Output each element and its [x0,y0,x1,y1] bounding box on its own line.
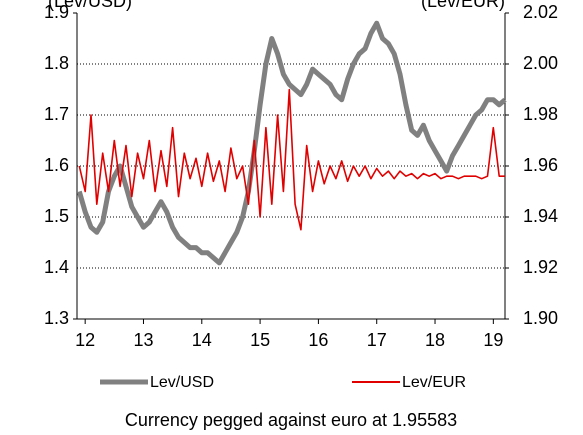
x-tick-label: 17 [367,330,387,350]
y-tick-label: 1.4 [44,257,69,277]
legend-label: Lev/USD [150,374,214,391]
y-tick-label: 1.9 [44,2,69,22]
y2-tick-label: 2.00 [523,53,558,73]
y-tick-label: 1.6 [44,155,69,175]
x-tick-label: 19 [483,330,503,350]
series-line [76,20,507,266]
y-axis-label: (Lev/USD) [48,0,132,11]
y-tick-label: 1.8 [44,53,69,73]
x-tick-label: 16 [308,330,328,350]
y2-tick-label: 1.90 [523,308,558,328]
series-line [78,88,505,231]
y-tick-label: 1.3 [44,308,69,328]
x-tick-label: 12 [75,330,95,350]
x-tick-label: 14 [192,330,212,350]
y2-tick-label: 1.92 [523,257,558,277]
y-tick-label: 1.5 [44,206,69,226]
y-tick-label: 1.7 [44,104,69,124]
x-tick-label: 18 [425,330,445,350]
y2-tick-label: 1.96 [523,155,558,175]
footnote: Currency pegged against euro at 1.95583 [125,410,457,430]
y2-tick-label: 1.94 [523,206,558,226]
y2-axis-label: (Lev/EUR) [421,0,505,11]
y2-tick-label: 2.02 [523,2,558,22]
legend-label: Lev/EUR [402,374,466,391]
x-tick-label: 13 [133,330,153,350]
y2-tick-label: 1.98 [523,104,558,124]
x-tick-label: 15 [250,330,270,350]
